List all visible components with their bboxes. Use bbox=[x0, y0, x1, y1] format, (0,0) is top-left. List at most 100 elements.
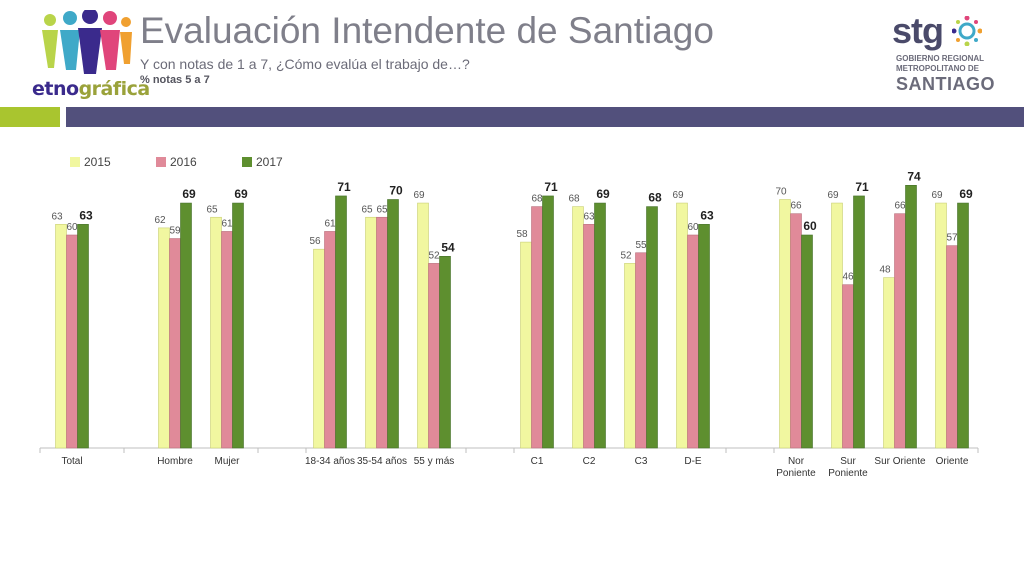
bar-2017 bbox=[387, 199, 399, 449]
data-label-2015: 56 bbox=[309, 236, 321, 247]
x-tick-label: Sur Oriente bbox=[874, 456, 926, 467]
data-label-2017: 54 bbox=[441, 240, 455, 254]
bar-2017 bbox=[439, 256, 451, 449]
data-label-2016: 55 bbox=[635, 240, 647, 251]
bar-2017 bbox=[77, 224, 89, 449]
x-tick-label: Total bbox=[61, 456, 82, 467]
x-tick-label: Oriente bbox=[936, 456, 969, 467]
data-label-2015: 63 bbox=[51, 211, 63, 222]
data-label-2016: 57 bbox=[946, 233, 958, 244]
bar-2017 bbox=[801, 234, 813, 449]
bar-2016 bbox=[687, 234, 699, 449]
bar-2016 bbox=[635, 252, 647, 449]
bar-2016 bbox=[324, 231, 336, 449]
data-label-2015: 69 bbox=[672, 190, 684, 201]
x-tick-label: Sur bbox=[840, 456, 856, 467]
x-tick-label: Nor bbox=[788, 456, 805, 467]
x-tick-label: Mujer bbox=[214, 456, 240, 467]
page-title: Evaluación Intendente de Santiago bbox=[140, 10, 714, 51]
data-label-2016: 60 bbox=[66, 222, 78, 233]
stg-wordmark: stg bbox=[892, 10, 944, 51]
etnografica-wordmark: etnográfica bbox=[32, 78, 150, 100]
data-label-2017: 63 bbox=[79, 208, 93, 222]
x-tick-label: 55 y más bbox=[414, 456, 455, 467]
data-label-2017: 68 bbox=[648, 191, 662, 205]
data-label-2016: 52 bbox=[428, 250, 440, 261]
data-label-2015: 65 bbox=[361, 204, 373, 215]
sun-icon bbox=[952, 16, 982, 46]
data-label-2016: 61 bbox=[221, 218, 233, 229]
stg-logo: stg GOBIERNO REGIONAL METROPOLITANO DE S… bbox=[872, 10, 1002, 100]
legend-label-2016: 2016 bbox=[170, 155, 197, 169]
x-tick-label: C1 bbox=[531, 456, 544, 467]
bar-2016 bbox=[169, 238, 181, 449]
data-label-2016: 65 bbox=[376, 204, 388, 215]
bar-2015 bbox=[883, 277, 895, 449]
bar-2015 bbox=[779, 199, 791, 449]
people-logo-icon bbox=[42, 10, 132, 74]
x-tick-label: Hombre bbox=[157, 456, 193, 467]
bar-2015 bbox=[624, 263, 636, 449]
bar-2016 bbox=[428, 263, 440, 449]
data-label-2015: 69 bbox=[931, 190, 943, 201]
bar-2015 bbox=[365, 216, 377, 449]
x-tick-label: C3 bbox=[635, 456, 648, 467]
bar-2016 bbox=[583, 224, 595, 449]
data-label-2015: 58 bbox=[516, 229, 528, 240]
data-label-2016: 60 bbox=[687, 222, 699, 233]
x-tick-label: Poniente bbox=[828, 468, 868, 479]
data-label-2015: 62 bbox=[154, 215, 166, 226]
bar-2015 bbox=[158, 227, 170, 449]
data-label-2016: 68 bbox=[531, 194, 543, 205]
bar-2015 bbox=[417, 202, 429, 449]
legend-swatch-2015 bbox=[70, 157, 80, 167]
data-label-2015: 68 bbox=[568, 194, 580, 205]
stg-line-2: METROPOLITANO DE bbox=[896, 64, 979, 73]
data-label-2015: 48 bbox=[879, 265, 891, 276]
page-subtitle: Y con notas de 1 a 7, ¿Cómo evalúa el tr… bbox=[140, 56, 470, 72]
bar-2016 bbox=[894, 213, 906, 449]
bar-2016 bbox=[221, 231, 233, 449]
bar-2016 bbox=[531, 206, 543, 449]
data-label-2015: 69 bbox=[827, 190, 839, 201]
bar-2017 bbox=[698, 224, 710, 449]
bar-2017 bbox=[646, 206, 658, 449]
data-label-2016: 61 bbox=[324, 218, 336, 229]
data-label-2015: 69 bbox=[413, 190, 425, 201]
bar-2015 bbox=[520, 241, 532, 449]
bar-2017 bbox=[594, 202, 606, 449]
bar-2016 bbox=[66, 234, 78, 449]
bar-2015 bbox=[572, 206, 584, 449]
data-label-2015: 70 bbox=[775, 187, 787, 198]
bar-2015 bbox=[676, 202, 688, 449]
x-tick-label: D-E bbox=[684, 456, 702, 467]
data-label-2015: 52 bbox=[620, 250, 632, 261]
bar-2016 bbox=[790, 213, 802, 449]
bar-2017 bbox=[905, 184, 917, 449]
legend-swatch-2017 bbox=[242, 157, 252, 167]
bar-2015 bbox=[313, 248, 325, 449]
data-label-2017: 74 bbox=[907, 169, 921, 183]
etnografica-logo: etnográfica bbox=[30, 8, 150, 104]
bar-2016 bbox=[842, 284, 854, 449]
bar-2017 bbox=[180, 202, 192, 449]
stg-line-3: SANTIAGO bbox=[896, 74, 996, 94]
data-label-2017: 60 bbox=[803, 219, 817, 233]
x-tick-label: C2 bbox=[583, 456, 596, 467]
bar-2017 bbox=[853, 195, 865, 449]
data-label-2017: 69 bbox=[596, 187, 610, 201]
bar-2015 bbox=[55, 224, 67, 449]
x-tick-label: Poniente bbox=[776, 468, 816, 479]
bar-2015 bbox=[210, 216, 222, 449]
bar-2017 bbox=[335, 195, 347, 449]
header-band-purple bbox=[66, 107, 1024, 127]
legend-label-2017: 2017 bbox=[256, 155, 283, 169]
data-label-2017: 71 bbox=[855, 180, 869, 194]
bar-chart: 2015 2016 2017636063Total625969Hombre65616… bbox=[39, 155, 979, 479]
bar-2017 bbox=[542, 195, 554, 449]
bar-2015 bbox=[935, 202, 947, 449]
bar-2017 bbox=[232, 202, 244, 449]
page-note: % notas 5 a 7 bbox=[140, 74, 210, 86]
data-label-2017: 69 bbox=[182, 187, 196, 201]
data-label-2016: 46 bbox=[842, 272, 854, 283]
